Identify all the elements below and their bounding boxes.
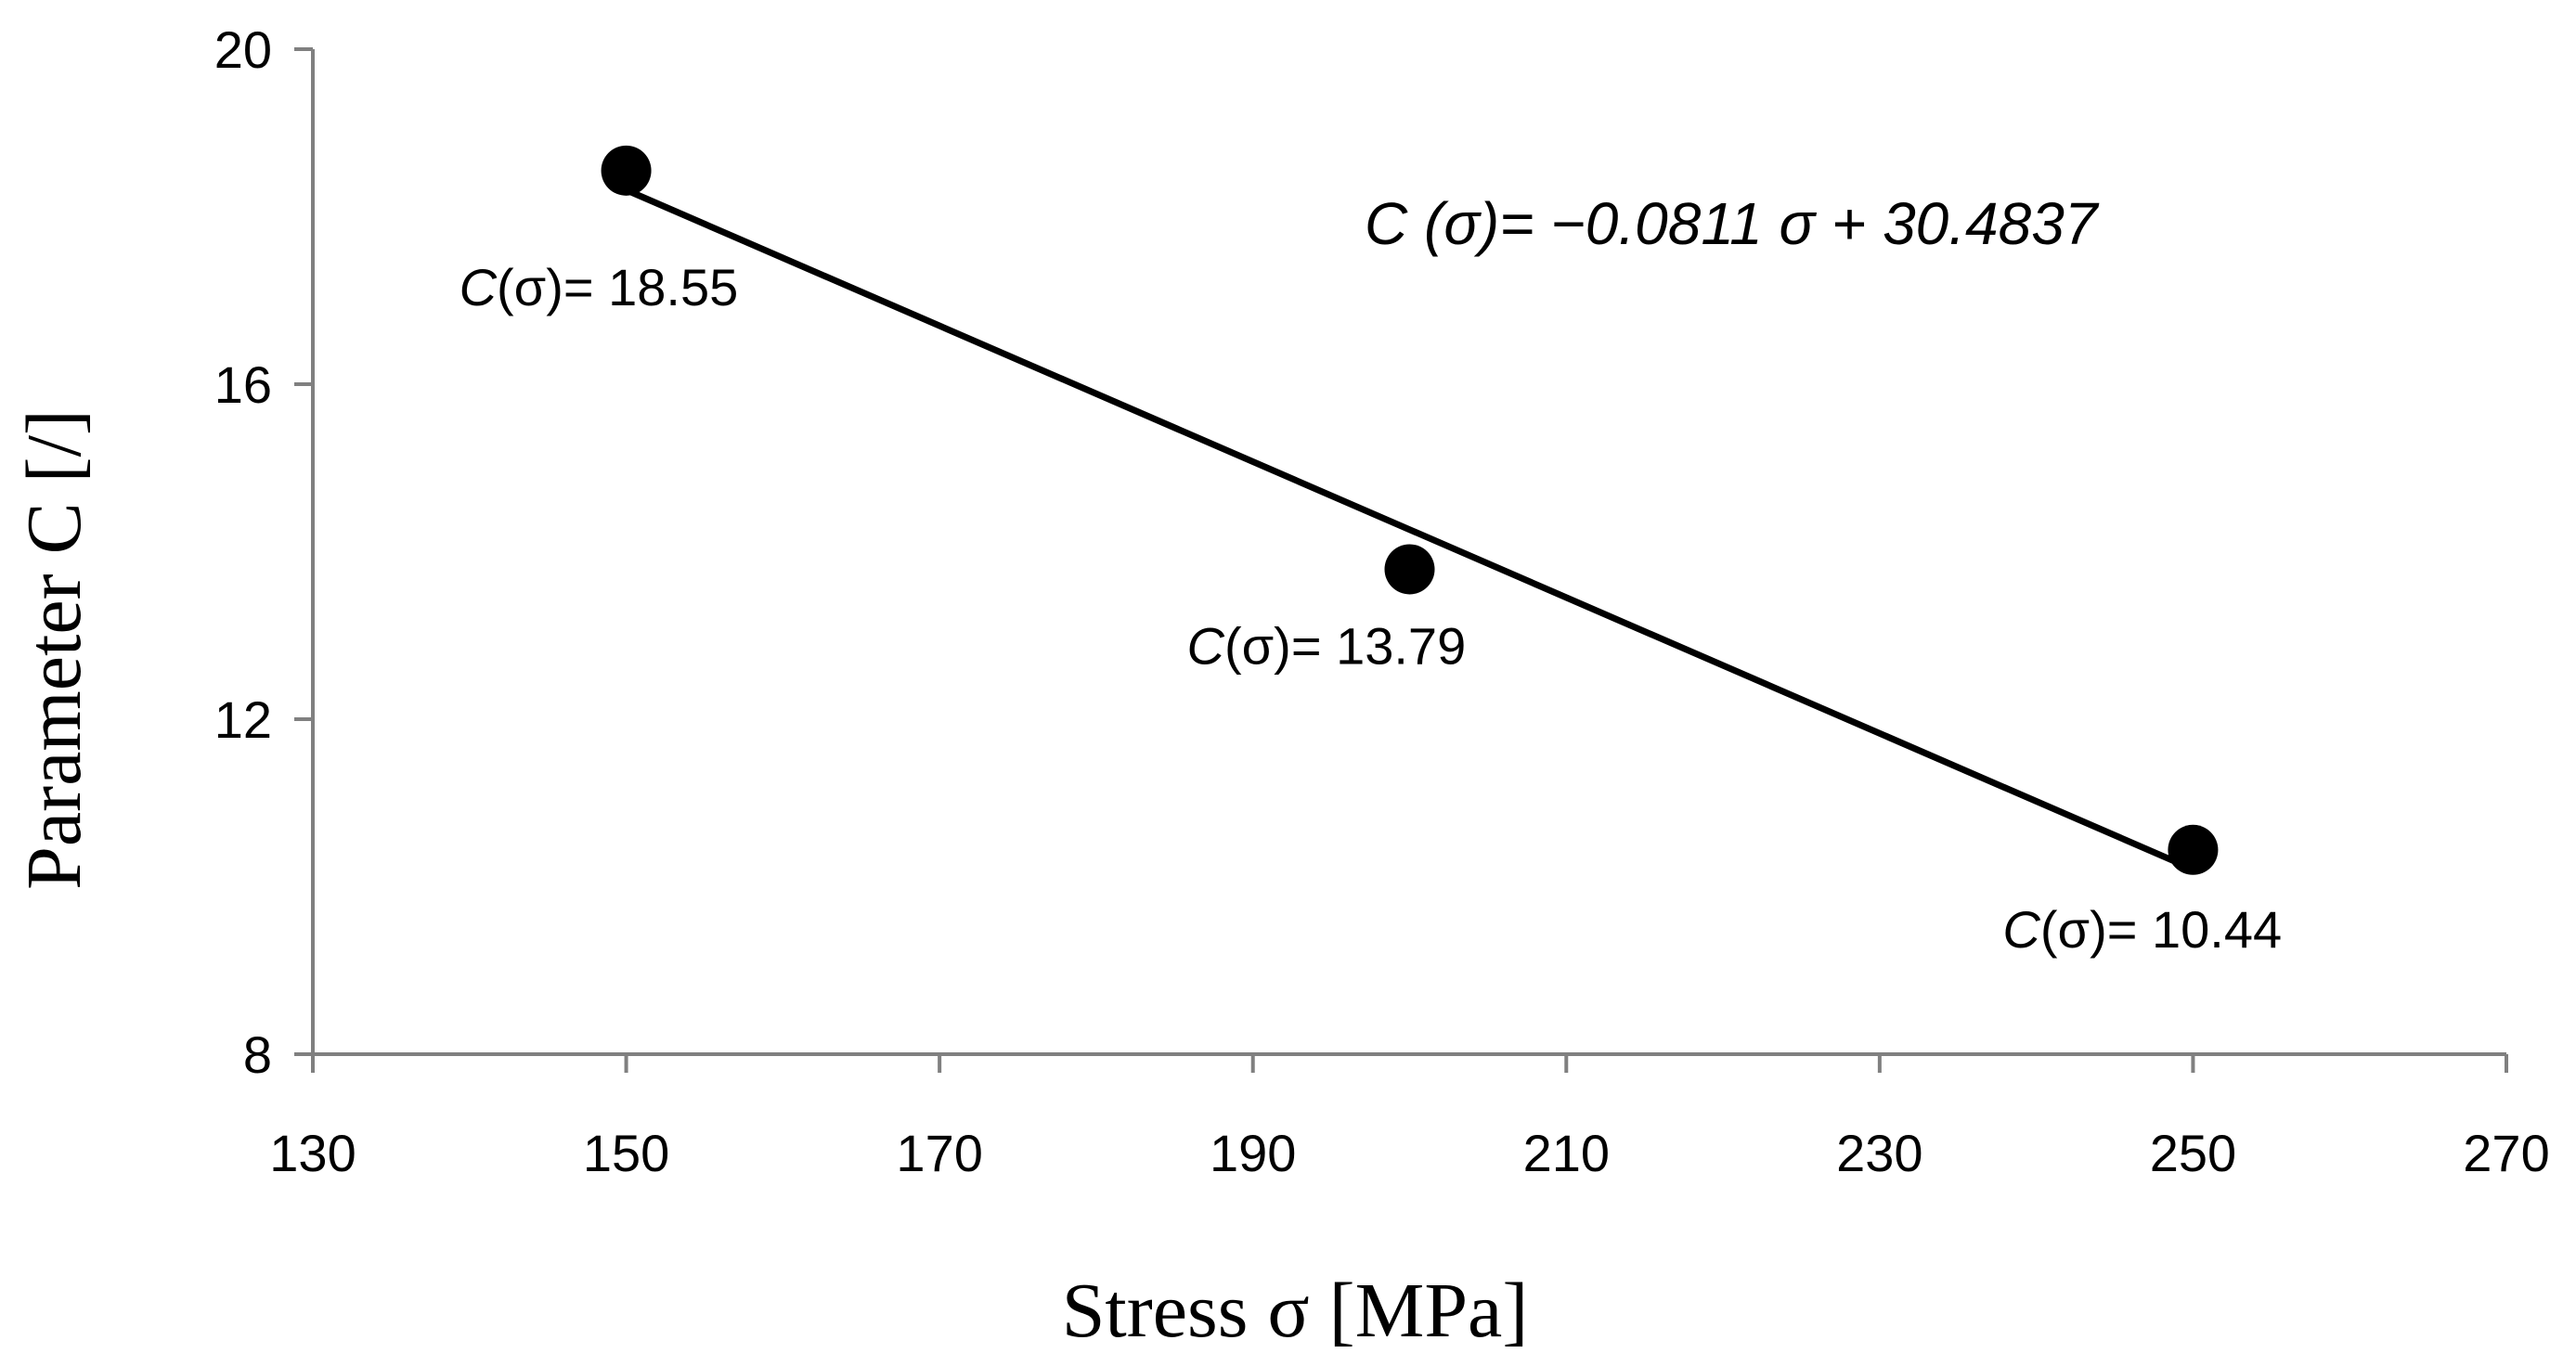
x-tick-label: 130 <box>269 1124 356 1182</box>
trendline <box>625 187 2194 872</box>
x-tick-label: 190 <box>1210 1124 1296 1182</box>
data-label-arg: (σ) <box>497 258 563 316</box>
data-label: C(σ)= 10.44 <box>2002 900 2282 959</box>
y-tick-label: 8 <box>243 1025 272 1084</box>
y-tick-label: 20 <box>214 20 272 79</box>
y-tick-label: 16 <box>214 355 272 414</box>
x-tick-label: 210 <box>1523 1124 1610 1182</box>
data-point <box>2168 824 2219 875</box>
data-label-value: = 18.55 <box>563 258 738 316</box>
x-tick-label: 270 <box>2463 1124 2549 1182</box>
x-tick-label: 250 <box>2150 1124 2236 1182</box>
data-label-symbol: C <box>1187 616 1225 675</box>
y-axis-title: Parameter C [/] <box>11 409 97 890</box>
x-tick-label: 150 <box>583 1124 669 1182</box>
data-label-value: = 13.79 <box>1291 616 1466 675</box>
data-points <box>601 145 2219 875</box>
data-label-symbol: C <box>460 258 498 316</box>
data-label-arg: (σ) <box>2040 900 2107 959</box>
x-tick-label: 170 <box>896 1124 982 1182</box>
ticks: 8 12 16 20 130 150 170 190 210 230 250 270 <box>214 20 2550 1182</box>
x-tick-label: 230 <box>1836 1124 1922 1182</box>
trendline-equation: C (σ)= −0.0811 σ + 30.4837 <box>1365 190 2100 257</box>
data-label: C(σ)= 13.79 <box>1187 616 1467 675</box>
data-label-arg: (σ) <box>1224 616 1291 675</box>
data-label-symbol: C <box>2002 900 2040 959</box>
data-label: C(σ)= 18.55 <box>460 258 739 316</box>
x-axis-title: Stress σ [MPa] <box>1062 1268 1529 1354</box>
data-point <box>601 145 652 196</box>
data-label-value: = 10.44 <box>2107 900 2282 959</box>
axes <box>311 49 2506 1056</box>
data-labels: C(σ)= 18.55C(σ)= 13.79C(σ)= 10.44 <box>460 258 2283 959</box>
data-point <box>1384 544 1435 595</box>
y-tick-label: 12 <box>214 690 272 749</box>
trendline-group <box>625 187 2194 872</box>
